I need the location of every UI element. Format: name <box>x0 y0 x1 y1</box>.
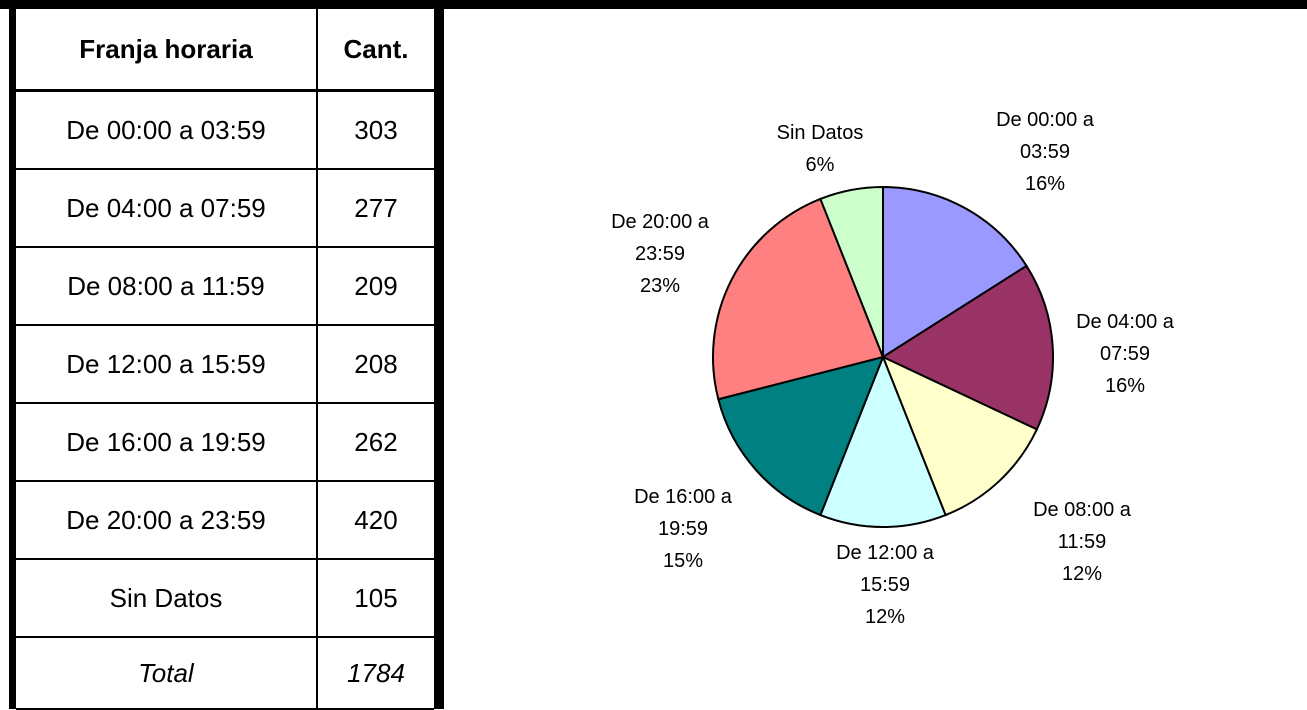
slice-category: Sin Datos <box>776 122 864 144</box>
table-cell: 277 <box>316 168 434 248</box>
slice-label: De 12:00 a 15:59 12% <box>815 537 955 633</box>
table-cell: 105 <box>316 558 434 638</box>
pie-slice <box>881 355 1039 517</box>
slice-value: 12% <box>1061 563 1103 585</box>
table-cell: De 00:00 a 03:59 <box>16 89 318 170</box>
table-row: De 00:00 a 03:59 303 <box>16 89 434 170</box>
slice-value: 15% <box>662 550 704 572</box>
table-row: Total 1784 <box>16 636 434 710</box>
table-cell: De 16:00 a 19:59 <box>16 402 318 482</box>
table-cell: 208 <box>316 324 434 404</box>
slice-category: De 08:00 a 11:59 <box>1033 499 1131 553</box>
slice-category: De 20:00 a 23:59 <box>611 211 709 265</box>
frame-border <box>0 0 1307 9</box>
table-row: De 08:00 a 11:59 209 <box>16 246 434 326</box>
table-cell: 262 <box>316 402 434 482</box>
table-cell: Sin Datos <box>16 558 318 638</box>
table-row: Sin Datos 105 <box>16 558 434 638</box>
slice-value: 16% <box>1104 375 1146 397</box>
table-cell: 303 <box>316 89 434 170</box>
frame-border <box>9 0 16 709</box>
slice-label: De 08:00 a 11:59 12% <box>1012 494 1152 590</box>
slice-label: Sin Datos 6% <box>750 117 890 181</box>
slice-label: De 16:00 a 19:59 15% <box>613 481 753 577</box>
pie-slice <box>717 355 885 517</box>
slice-category: De 00:00 a 03:59 <box>996 109 1094 163</box>
slice-category: De 12:00 a 15:59 <box>836 542 934 596</box>
pie-slice <box>882 185 1028 359</box>
pie-slice <box>819 185 884 358</box>
slice-value: 12% <box>864 606 906 628</box>
slice-label: De 20:00 a 23:59 23% <box>590 206 730 302</box>
table-cell: 1784 <box>316 636 434 710</box>
table-cell: Franja horaria <box>16 9 318 92</box>
table-row: De 04:00 a 07:59 277 <box>16 168 434 248</box>
table-cell: De 20:00 a 23:59 <box>16 480 318 560</box>
frame-border <box>434 0 444 709</box>
slice-value: 23% <box>639 275 681 297</box>
table-cell: De 12:00 a 15:59 <box>16 324 318 404</box>
slice-category: De 04:00 a 07:59 <box>1076 311 1174 365</box>
table-row: De 20:00 a 23:59 420 <box>16 480 434 560</box>
table-row: De 12:00 a 15:59 208 <box>16 324 434 404</box>
table-cell: De 08:00 a 11:59 <box>16 246 318 326</box>
table-cell: Total <box>16 636 318 710</box>
table-cell: 420 <box>316 480 434 560</box>
data-table: Franja horaria Cant. De 00:00 a 03:59 303 De… <box>16 9 434 710</box>
pie-slice <box>880 264 1055 431</box>
pie-slice <box>712 197 885 401</box>
slice-category: De 16:00 a 19:59 <box>634 486 732 540</box>
slice-label: De 04:00 a 07:59 16% <box>1055 306 1195 402</box>
table-cell: 209 <box>316 246 434 326</box>
slice-label: De 00:00 a 03:59 16% <box>975 104 1115 200</box>
slice-value: 16% <box>1024 173 1066 195</box>
pie-slice <box>819 354 947 528</box>
table-cell: Cant. <box>316 9 434 92</box>
table-row: De 16:00 a 19:59 262 <box>16 402 434 482</box>
table-cell: De 04:00 a 07:59 <box>16 168 318 248</box>
slice-value: 6% <box>805 154 835 176</box>
table-row: Franja horaria Cant. <box>16 9 434 92</box>
